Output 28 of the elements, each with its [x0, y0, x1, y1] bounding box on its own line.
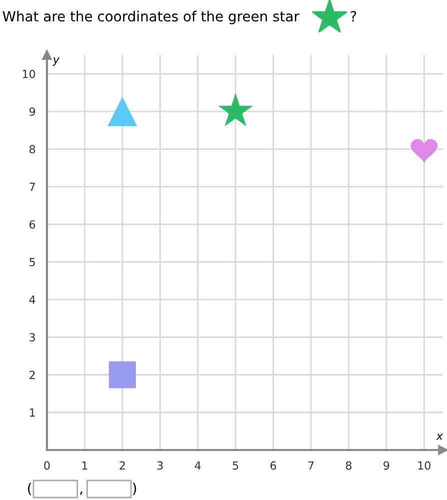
x-tick-label: 3 [157, 461, 163, 470]
x-tick-label: 9 [384, 461, 390, 470]
x-tick-label: 10 [418, 461, 430, 470]
chart-title: What are the coordinates of the green star [2, 10, 300, 24]
y-axis-title: y [52, 57, 60, 66]
x-tick-label: 1 [82, 461, 88, 470]
text: , [80, 492, 82, 495]
y-tick-label: 5 [30, 258, 35, 266]
x-tick-label: 5 [232, 461, 238, 470]
x-tick-label: 0 [44, 461, 50, 470]
y-tick-label: 10 [22, 70, 36, 78]
text: ) [132, 482, 136, 496]
x-tick-label: 7 [308, 461, 314, 470]
x-axis-title: x [436, 434, 444, 440]
text: ( [28, 482, 32, 496]
x-tick-label: 8 [346, 461, 352, 470]
y-tick-label: 4 [29, 296, 36, 304]
y-tick-label: 9 [29, 107, 36, 116]
y-tick-label: 2 [30, 370, 35, 379]
x-tick-label: 2 [120, 461, 125, 470]
y-tick-label: 7 [30, 182, 35, 191]
y-tick-label: 8 [30, 145, 36, 154]
text: ? [350, 11, 356, 22]
x-tick-label: 6 [270, 461, 276, 470]
y-tick-label: 1 [30, 408, 35, 417]
x-tick-label: 4 [194, 461, 201, 470]
y-tick-label: 6 [30, 220, 36, 229]
y-tick-label: 3 [30, 333, 35, 342]
